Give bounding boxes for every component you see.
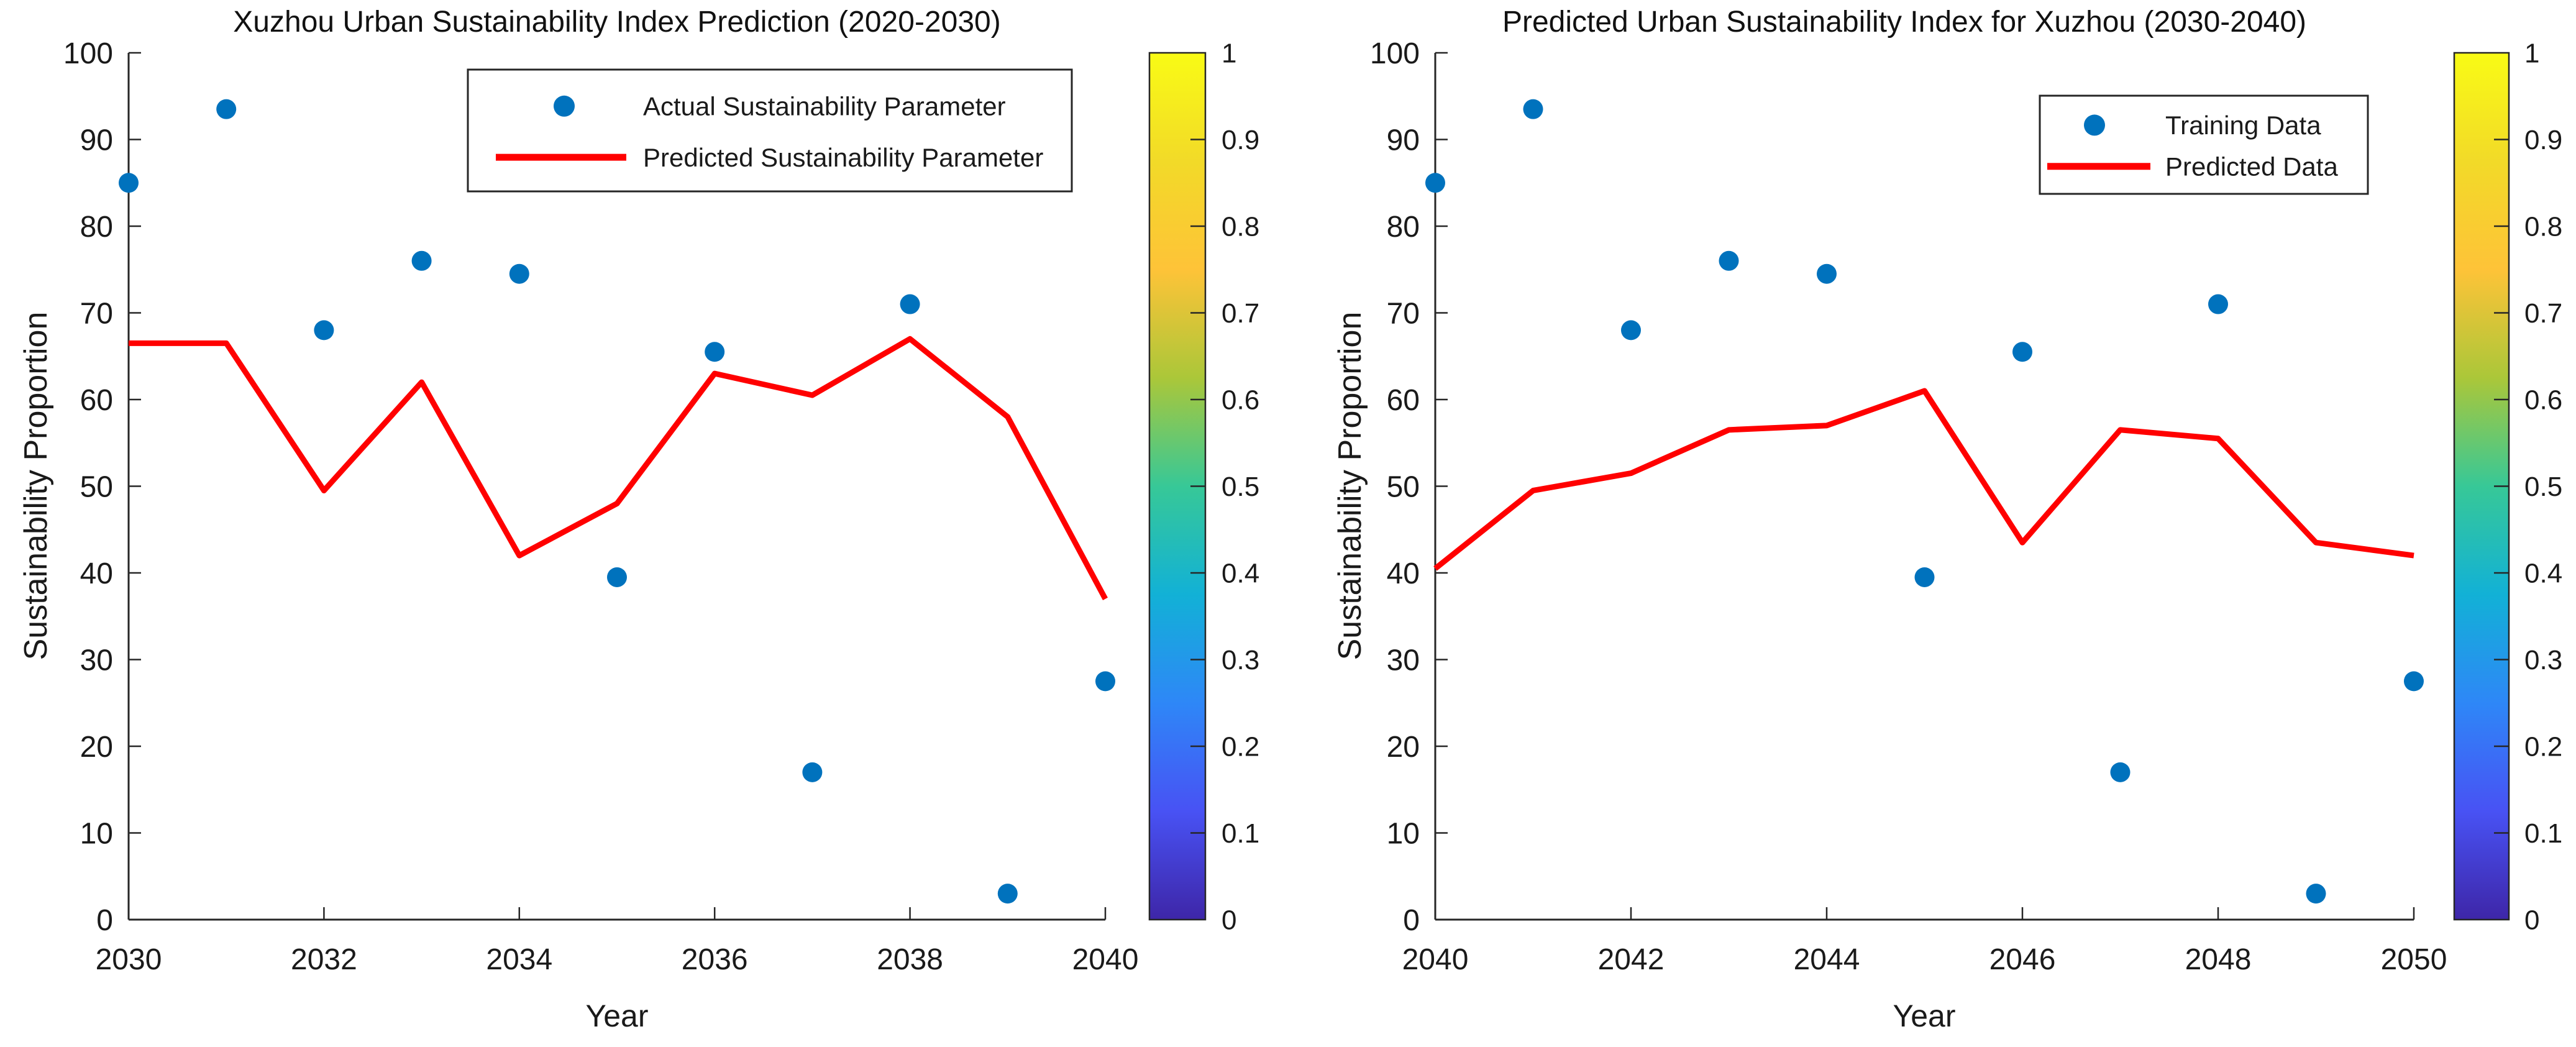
colorbar-tick-label: 0.6 (2524, 385, 2562, 415)
y-tick-label: 50 (80, 470, 113, 503)
x-tick-label: 2036 (682, 943, 748, 976)
colorbar-tick-label: 0.2 (2524, 731, 2562, 762)
scatter-point (314, 320, 334, 341)
y-tick-label: 70 (1387, 297, 1420, 330)
left-chart-panel: Xuzhou Urban Sustainability Index Predic… (18, 6, 1259, 1033)
colorbar-tick-label: 0.5 (1222, 472, 1259, 502)
x-axis-label: Year (585, 999, 649, 1033)
colorbar-tick-label: 0.8 (1222, 211, 1259, 242)
legend-label: Predicted Data (2165, 152, 2338, 181)
y-tick-label: 10 (80, 817, 113, 850)
x-tick-label: 2050 (2381, 943, 2447, 976)
plot-area: 2030 2032 2034 2036 2038 20400102030405060708… (63, 37, 1259, 976)
y-tick-label: 0 (96, 904, 113, 937)
colorbar-tick-label: 0.1 (2524, 818, 2562, 849)
x-tick-label: 2032 (291, 943, 357, 976)
x-tick-label: 2048 (2185, 943, 2252, 976)
prediction-line (129, 336, 1108, 600)
scatter-point (1095, 671, 1115, 692)
scatter-point (509, 263, 529, 284)
y-tick-label: 60 (80, 384, 113, 417)
x-tick-label: 2034 (486, 943, 552, 976)
x-axis-label: Year (1893, 999, 1956, 1033)
colorbar-tick-label: 0.1 (1222, 818, 1259, 849)
y-tick-label: 90 (80, 124, 113, 157)
x-tick-label: 2040 (1402, 943, 1469, 976)
colorbar-tick-label: 1 (1222, 38, 1236, 68)
page-title: Predicted Urban Sustainability Index for… (1502, 6, 2307, 39)
legend-box (467, 68, 1073, 193)
scatter-point (2208, 294, 2228, 314)
scatter-point (1621, 320, 1641, 341)
y-tick-label: 0 (1403, 904, 1420, 937)
x-tick-label: 2030 (96, 943, 162, 976)
y-tick-label: 40 (1387, 557, 1420, 590)
scatter-point (997, 884, 1018, 904)
colorbar-tick-label: 0.3 (2524, 645, 2562, 675)
colorbar-tick-label: 0.8 (2524, 211, 2562, 242)
x-tick-label: 2040 (1072, 943, 1139, 976)
y-tick-label: 30 (1387, 644, 1420, 677)
page-title: Xuzhou Urban Sustainability Index Predic… (233, 6, 1001, 39)
colorbar-tick-label: 0.4 (2524, 558, 2562, 588)
legend-label: Actual Sustainability Parameter (643, 92, 1006, 121)
y-tick-label: 30 (80, 644, 113, 677)
prediction-line (1433, 388, 2414, 571)
colorbar-tick-label: 0.9 (1222, 125, 1259, 155)
legend-marker-dot (554, 95, 575, 117)
scatter-point (607, 567, 627, 587)
colorbar-tick-label: 0.9 (2524, 125, 2562, 155)
scatter-point (705, 342, 725, 362)
scatter-point (2306, 884, 2326, 904)
scatter-point (119, 173, 139, 193)
legend-box (2039, 94, 2369, 195)
right-chart-panel: Predicted Urban Sustainability Index for… (1288, 0, 2576, 1047)
colorbar-tick-label: 0.3 (1222, 645, 1259, 675)
plot-area: 2040 2042 2044 2046 2048 20500102030405060708… (1370, 37, 2562, 976)
colorbar-tick-label: 0 (2524, 905, 2539, 935)
legend-marker-dot (2084, 114, 2105, 136)
scatter-point (1719, 250, 1739, 271)
colorbar-tick-label: 0.6 (1222, 385, 1259, 415)
colorbar-tick-label: 0.7 (1222, 298, 1259, 329)
scatter-point (802, 762, 823, 782)
x-tick-label: 2042 (1598, 943, 1665, 976)
x-tick-label: 2038 (877, 943, 943, 976)
legend-label: Predicted Sustainability Parameter (643, 143, 1043, 172)
colorbar-tick-label: 0.7 (2524, 298, 2562, 329)
y-tick-label: 100 (1370, 37, 1420, 70)
y-tick-label: 100 (63, 37, 113, 70)
y-tick-label: 80 (80, 211, 113, 244)
y-tick-label: 20 (1387, 731, 1420, 764)
y-tick-label: 60 (1387, 384, 1420, 417)
scatter-point (2404, 671, 2424, 692)
y-tick-label: 70 (80, 297, 113, 330)
y-tick-label: 10 (1387, 817, 1420, 850)
scatter-point (1817, 263, 1837, 284)
y-tick-label: 50 (1387, 470, 1420, 503)
scatter-point (2110, 762, 2131, 782)
scatter-point (411, 250, 432, 271)
scatter-point (2012, 342, 2032, 362)
scatter-point (216, 99, 237, 119)
scatter-point (1523, 99, 1543, 119)
y-tick-label: 40 (80, 557, 113, 590)
x-tick-label: 2046 (1989, 943, 2056, 976)
colorbar-tick-label: 0.4 (1222, 558, 1259, 588)
y-tick-label: 20 (80, 731, 113, 764)
scatter-point (1914, 567, 1935, 587)
colorbar-tick-label: 1 (2524, 38, 2539, 68)
scatter-point (1425, 173, 1445, 193)
colorbar-tick-label: 0.2 (1222, 731, 1259, 762)
y-tick-label: 80 (1387, 211, 1420, 244)
y-tick-label: 90 (1387, 124, 1420, 157)
x-tick-label: 2044 (1794, 943, 1860, 976)
scatter-point (900, 294, 920, 314)
colorbar-tick-label: 0.5 (2524, 472, 2562, 502)
legend-label: Training Data (2165, 111, 2321, 140)
colorbar-tick-label: 0 (1222, 905, 1236, 935)
